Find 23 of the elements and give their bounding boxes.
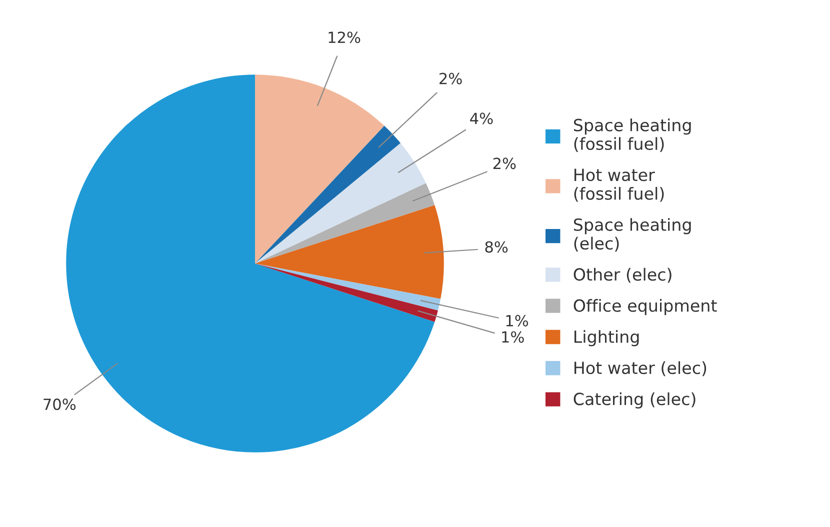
pie-slice [255, 264, 441, 310]
legend-label: Space heating (fossil fuel) [574, 118, 691, 152]
pie-slice [255, 205, 444, 299]
legend-label: Space heating (elec) [574, 218, 691, 252]
data-label: 12% [328, 32, 360, 44]
data-label: 4% [470, 112, 493, 124]
legend-label: Other (elec) [574, 268, 672, 283]
data-label: 8% [485, 241, 508, 253]
pie-slice [255, 126, 401, 264]
pie-slice [255, 183, 435, 264]
pie-slice [255, 143, 426, 264]
data-label: 2% [440, 72, 462, 84]
data-label: 2% [493, 158, 516, 170]
legend-label: Hot water (fossil fuel) [574, 168, 664, 202]
data-label: 1% [502, 331, 524, 343]
pie-slice [255, 74, 384, 264]
legend-label: Hot water (elec) [574, 361, 706, 376]
legend-label: Lighting [574, 330, 639, 346]
pie-slice [255, 264, 438, 322]
data-label: 70% [44, 398, 76, 410]
legend-label: Catering (elec) [574, 392, 696, 409]
legend-label: Office equipment [574, 298, 717, 316]
data-label: 1% [506, 314, 528, 326]
